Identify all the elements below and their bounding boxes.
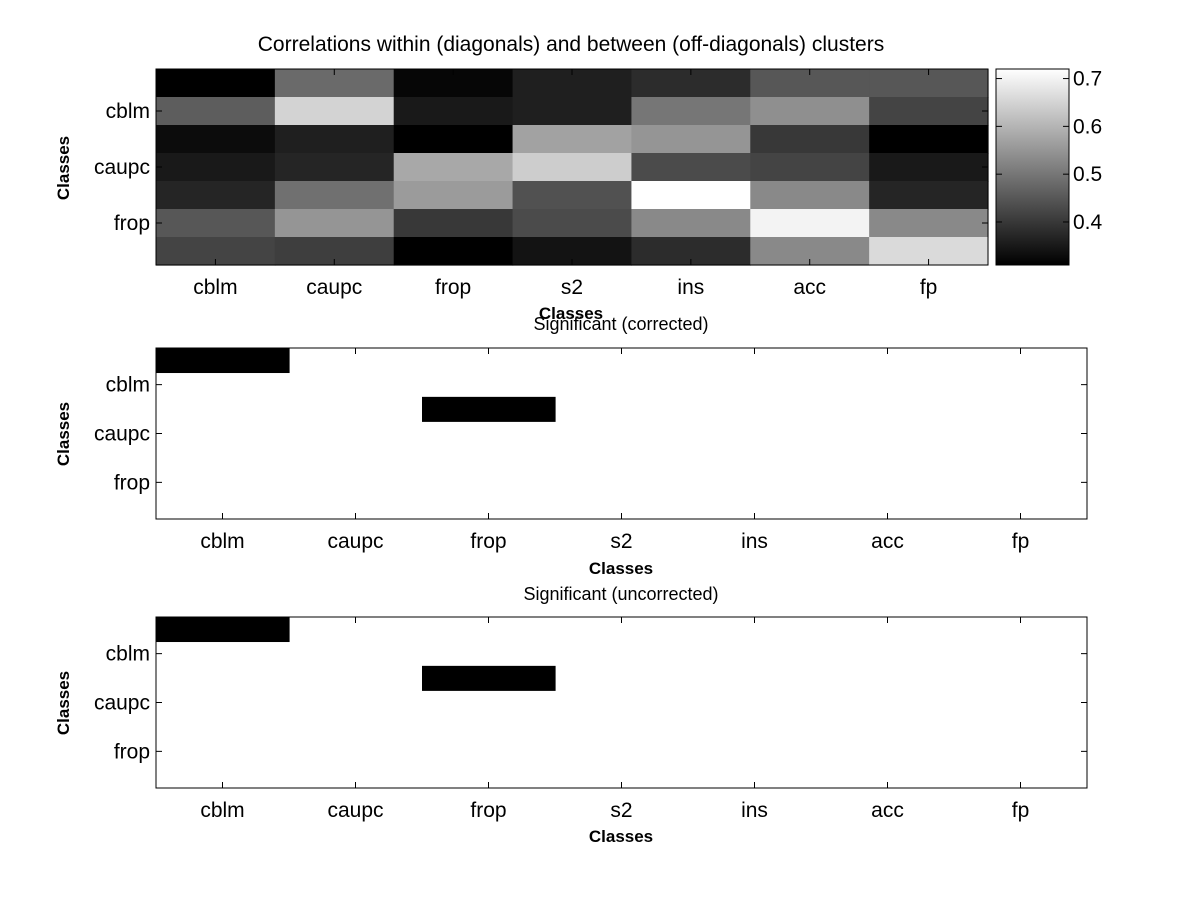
corr-cell-r4-c4 — [512, 153, 633, 182]
correlation-heatmap-cells — [156, 69, 989, 266]
corr-cell-r6-c6 — [750, 209, 870, 238]
corr-ytick-label: frop — [114, 212, 150, 235]
corr-cell-r6-c2 — [274, 209, 395, 238]
corr-cell-r2-c2 — [274, 97, 395, 126]
sigcorr-ytick-label: cblm — [106, 374, 150, 397]
panel2-title: Significant (corrected) — [533, 314, 708, 334]
corr-cell-r3-c2 — [274, 125, 395, 154]
corr-ytick-label: cblm — [106, 100, 150, 123]
corr-cell-r5-c6 — [750, 181, 870, 210]
corr-cell-r5-c7 — [869, 181, 989, 210]
corr-cell-r4-c2 — [274, 153, 395, 182]
sigcorr-xtick-label: acc — [871, 530, 904, 553]
colorbar-ticks: 0.4 0.5 0.6 0.7 — [996, 68, 1103, 234]
sigcorr-xtick-label: frop — [470, 530, 506, 553]
corr-cell-r6-c7 — [869, 209, 989, 238]
sigcorr-xtick-label: ins — [741, 530, 768, 553]
correlation-heatmap-panel: Correlations within (diagonals) and betw… — [54, 33, 989, 323]
corr-xtick-label: frop — [435, 276, 471, 299]
panel3-ticks: cblm caupc frop s2 ins acc fp cblm caupc frop — [94, 617, 1087, 822]
siguncorr-ytick-label: cblm — [106, 643, 150, 666]
colorbar-gradient — [996, 69, 1069, 265]
siguncorr-xtick-label: cblm — [200, 799, 244, 822]
panel2-ticks: cblm caupc frop s2 ins acc fp cblm caupc frop — [94, 348, 1087, 553]
colorbar: 0.4 0.5 0.6 0.7 — [995, 68, 1103, 266]
siguncorr-cell-r3-c3 — [422, 665, 556, 691]
corr-cell-r6-c4 — [512, 209, 633, 238]
corr-cell-r3-c6 — [750, 125, 870, 154]
panel2-axes-background — [156, 348, 1087, 519]
panel2-ylabel: Classes — [54, 402, 73, 466]
corr-cell-r2-c6 — [750, 97, 870, 126]
corr-cell-r4-c7 — [869, 153, 989, 182]
corr-cell-r5-c3 — [393, 181, 514, 210]
panel3-xlabel: Classes — [589, 827, 653, 846]
corr-xtick-label: s2 — [561, 276, 583, 299]
panel3-ylabel: Classes — [54, 671, 73, 735]
siguncorr-xtick-label: acc — [871, 799, 904, 822]
corr-cell-r3-c1 — [156, 125, 276, 154]
colorbar-tick-label: 0.6 — [1073, 115, 1102, 138]
corr-cell-r3-c7 — [869, 125, 989, 154]
sigcorr-xtick-label: cblm — [200, 530, 244, 553]
significant-corrected-panel: Significant (corrected) cblm caupc frop s2 i… — [54, 314, 1088, 578]
sigcorr-xtick-label: s2 — [610, 530, 632, 553]
corr-cell-r5-c4 — [512, 181, 633, 210]
significant-uncorrected-panel: Significant (uncorrected) cblm caupc frop s… — [54, 584, 1088, 846]
corr-cell-r2-c3 — [393, 97, 514, 126]
siguncorr-xtick-label: fp — [1012, 799, 1030, 822]
siguncorr-xtick-label: caupc — [327, 799, 383, 822]
colorbar-frame — [995, 68, 1070, 266]
sigcorr-xtick-label: fp — [1012, 530, 1030, 553]
sigcorr-cell-r3-c3 — [422, 396, 556, 422]
corr-cell-r4-c1 — [156, 153, 276, 182]
corr-cell-r5-c2 — [274, 181, 395, 210]
sigcorr-ytick-label: frop — [114, 471, 150, 494]
corr-cell-r4-c5 — [631, 153, 751, 182]
panel1-ticks: cblm caupc frop s2 ins acc fp cblm caupc frop — [94, 69, 988, 299]
panel2-xlabel: Classes — [589, 559, 653, 578]
corr-xtick-label: ins — [677, 276, 704, 299]
corr-cell-r2-c1 — [156, 97, 276, 126]
corr-cell-r3-c5 — [631, 125, 751, 154]
corr-cell-r6-c1 — [156, 209, 276, 238]
corr-cell-r4-c6 — [750, 153, 870, 182]
corr-xtick-label: acc — [793, 276, 826, 299]
corr-ytick-label: caupc — [94, 156, 150, 179]
corr-xtick-label: fp — [920, 276, 938, 299]
siguncorr-xtick-label: s2 — [610, 799, 632, 822]
corr-cell-r2-c7 — [869, 97, 989, 126]
panel1-xlabel: Classes — [539, 304, 603, 323]
corr-cell-r3-c3 — [393, 125, 514, 154]
corr-cell-r6-c5 — [631, 209, 751, 238]
colorbar-tick-label: 0.4 — [1073, 211, 1103, 234]
siguncorr-ytick-label: caupc — [94, 692, 150, 715]
corr-cell-r4-c3 — [393, 153, 514, 182]
corr-xtick-label: cblm — [193, 276, 237, 299]
panel1-ylabel: Classes — [54, 136, 73, 200]
panel3-title: Significant (uncorrected) — [523, 584, 718, 604]
colorbar-tick-label: 0.5 — [1073, 163, 1102, 186]
panel1-title: Correlations within (diagonals) and betw… — [258, 33, 884, 56]
siguncorr-xtick-label: frop — [470, 799, 506, 822]
corr-cell-r6-c3 — [393, 209, 514, 238]
colorbar-tick-label: 0.7 — [1073, 68, 1102, 91]
sigcorr-ytick-label: caupc — [94, 423, 150, 446]
corr-xtick-label: caupc — [306, 276, 362, 299]
corr-cell-r3-c4 — [512, 125, 633, 154]
corr-cell-r2-c4 — [512, 97, 633, 126]
corr-cell-r2-c5 — [631, 97, 751, 126]
corr-cell-r5-c1 — [156, 181, 276, 210]
corr-cell-r5-c5 — [631, 181, 751, 210]
panel3-axes-background — [156, 617, 1087, 788]
siguncorr-xtick-label: ins — [741, 799, 768, 822]
siguncorr-ytick-label: frop — [114, 740, 150, 763]
sigcorr-xtick-label: caupc — [327, 530, 383, 553]
